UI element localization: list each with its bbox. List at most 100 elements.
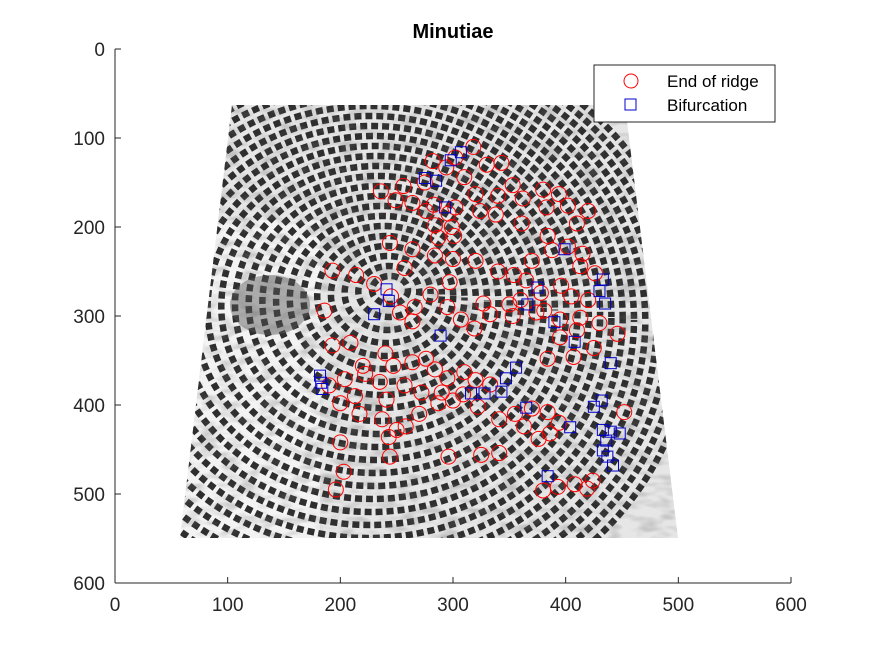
bifurcation-point: [606, 459, 619, 472]
end-of-ridge-point: [455, 386, 472, 403]
bifurcation-point: [587, 400, 600, 413]
end-of-ridge-point: [467, 252, 484, 269]
bifurcation-point: [430, 174, 443, 187]
end-of-ridge-point: [404, 313, 421, 330]
bifurcation-point: [541, 470, 554, 483]
end-of-ridge-point: [346, 388, 363, 405]
bifurcation-point: [593, 285, 606, 298]
end-of-ridge-point: [324, 262, 341, 279]
end-of-ridge-point: [568, 322, 585, 339]
legend-end-of-ridge-marker: [623, 73, 639, 89]
end-of-ridge-point: [469, 398, 486, 415]
end-of-ridge-point: [466, 320, 483, 337]
bifurcation-point: [495, 385, 508, 398]
end-of-ridge-point: [563, 288, 580, 305]
end-of-ridge-point: [512, 291, 529, 308]
end-of-ridge-point: [426, 361, 443, 378]
end-of-ridge-point: [404, 241, 421, 258]
bifurcation-point: [444, 154, 457, 167]
end-of-ridge-point: [430, 229, 447, 246]
bifurcation-point: [465, 387, 478, 400]
end-of-ridge-point: [445, 251, 461, 268]
legend: End of ridge Bifurcation: [593, 64, 776, 123]
end-of-ridge-point: [530, 430, 547, 447]
end-of-ridge-point: [472, 202, 489, 219]
bifurcation-point: [531, 281, 544, 294]
end-of-ridge-point: [378, 391, 395, 408]
legend-box: [593, 64, 776, 123]
end-of-ridge-point: [490, 263, 507, 280]
end-of-ridge-point: [552, 329, 569, 346]
bifurcation-point: [600, 434, 613, 447]
end-of-ridge-point: [549, 478, 566, 495]
x-tick-label: 300: [437, 595, 469, 616]
end-of-ridge-point: [392, 304, 409, 321]
end-of-ridge-point: [387, 192, 404, 209]
end-of-ridge-point: [417, 350, 434, 367]
bifurcation-point: [568, 335, 581, 348]
end-of-ridge-point: [580, 202, 597, 219]
end-of-ridge-point: [332, 434, 349, 451]
end-of-ridge-point: [536, 302, 553, 319]
end-of-ridge-point: [586, 265, 603, 282]
end-of-ridge-point: [553, 277, 570, 294]
end-of-ridge-point: [591, 315, 608, 332]
bifurcation-point: [439, 201, 452, 214]
end-of-ridge-point: [395, 178, 412, 195]
end-of-ridge-point: [440, 448, 457, 465]
end-of-ridge-point: [580, 291, 597, 308]
end-of-ridge-point: [513, 215, 530, 232]
end-of-ridge-point: [396, 259, 413, 276]
bifurcation-point: [434, 329, 447, 342]
legend-bifurcation-label: Bifurcation: [667, 96, 747, 115]
end-of-ridge-point: [433, 384, 450, 401]
end-of-ridge-point: [351, 405, 368, 422]
end-of-ridge-point: [439, 370, 456, 387]
end-of-ridge-point: [473, 446, 490, 463]
end-of-ridge-point: [335, 463, 352, 480]
bifurcation-point: [510, 361, 523, 374]
end-of-ridge-point: [374, 411, 391, 428]
end-of-ridge-point: [490, 187, 507, 204]
x-tick-label: 400: [550, 595, 582, 616]
end-of-ridge-point: [381, 235, 398, 252]
bifurcation-point: [548, 316, 561, 329]
bifurcation-point: [314, 369, 327, 382]
end-of-ridge-point: [493, 154, 510, 171]
end-of-ridge-point: [381, 448, 398, 465]
end-of-ridge-point: [441, 274, 458, 291]
end-of-ridge-point: [380, 429, 397, 446]
end-of-ridge-point: [411, 405, 428, 422]
end-of-ridge-point: [585, 340, 602, 357]
bifurcation-point: [454, 146, 467, 159]
end-of-ridge-point: [482, 306, 499, 323]
end-of-ridge-point: [523, 400, 540, 417]
end-of-ridge-point: [404, 194, 421, 211]
end-of-ridge-point: [456, 364, 473, 381]
end-of-ridge-point: [371, 373, 388, 390]
end-of-ridge-point: [550, 186, 567, 203]
end-of-ridge-point: [416, 174, 433, 191]
end-of-ridge-point: [452, 311, 469, 328]
bifurcation-point: [520, 401, 533, 414]
end-of-ridge-point: [528, 304, 545, 321]
end-of-ridge-point: [504, 308, 521, 324]
end-of-ridge-point: [579, 480, 596, 497]
end-of-ridge-point: [539, 404, 556, 421]
end-of-ridge-point: [404, 354, 421, 371]
end-of-ridge-point: [443, 219, 460, 235]
end-of-ridge-point: [514, 190, 531, 207]
end-of-ridge-point: [565, 348, 582, 365]
end-of-ridge-point: [559, 238, 576, 255]
y-tick-label: 0: [94, 40, 105, 61]
y-tick-label: 400: [73, 396, 105, 417]
end-of-ridge-point: [397, 418, 414, 435]
end-of-ridge-point: [348, 267, 365, 284]
bifurcation-point: [316, 382, 329, 395]
end-of-ridge-point: [566, 476, 583, 493]
bifurcation-point: [382, 294, 395, 307]
fingerprint-dark-core: [230, 275, 310, 335]
y-tick-label: 500: [73, 485, 105, 506]
